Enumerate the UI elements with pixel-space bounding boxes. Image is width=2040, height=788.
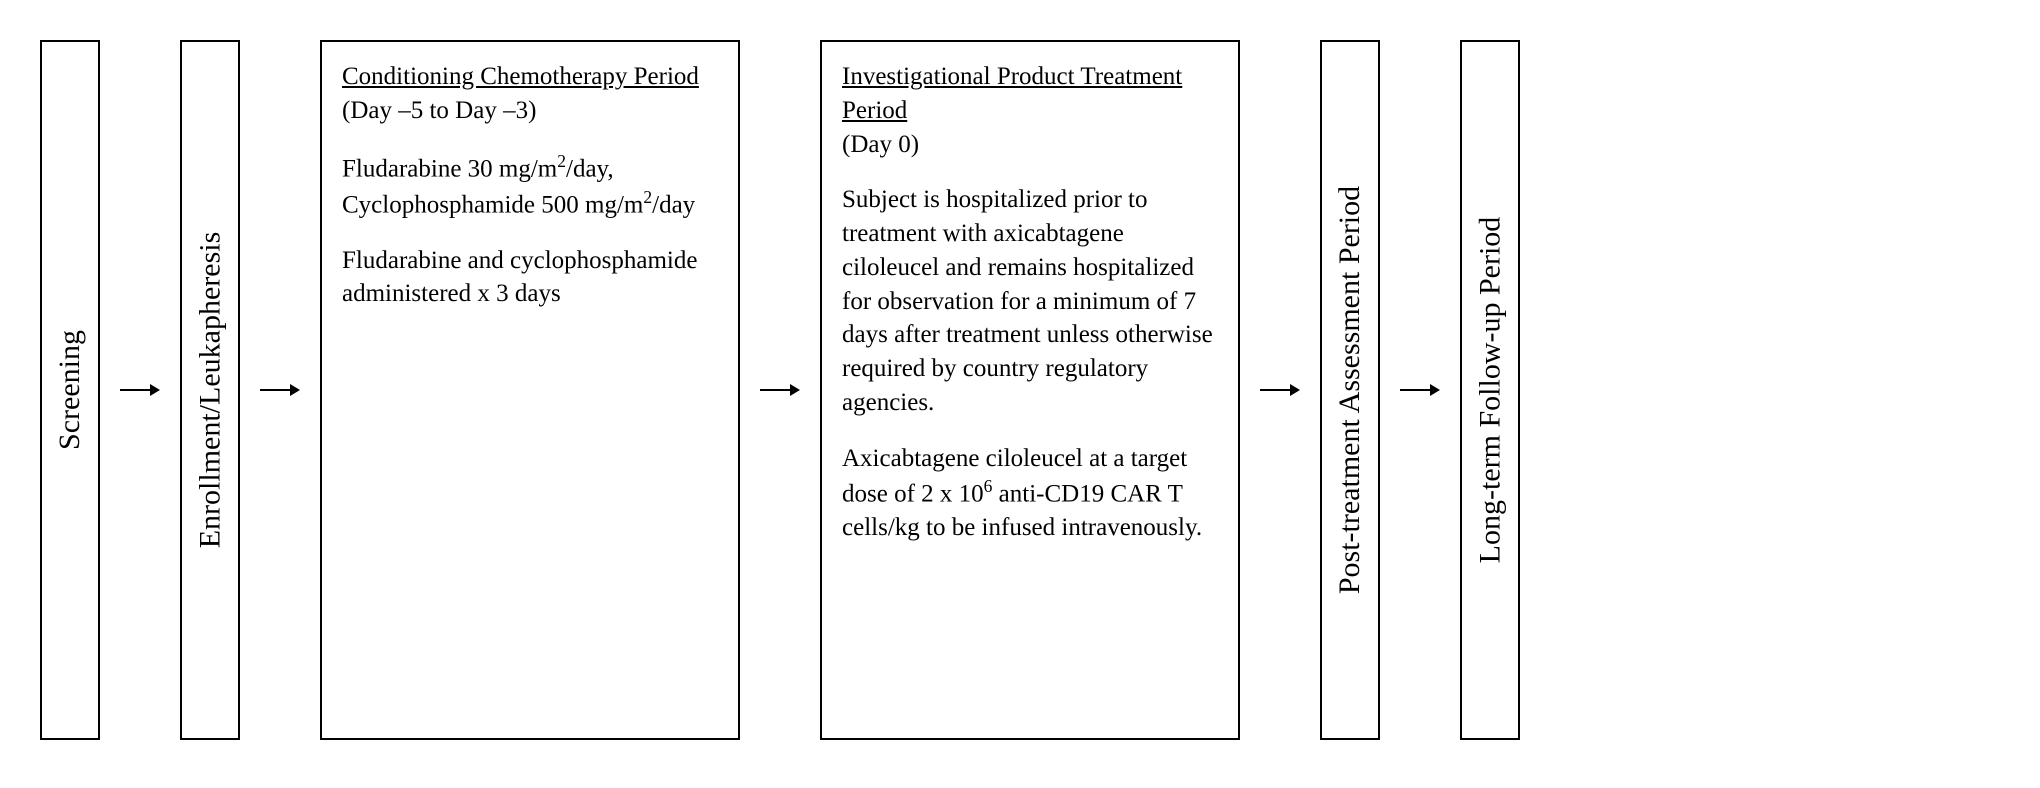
arrow-icon bbox=[1400, 380, 1440, 400]
node-screening-label: Screening bbox=[53, 330, 87, 450]
investigational-para2: Axicabtagene ciloleucel at a target dose… bbox=[842, 442, 1218, 546]
node-enrollment-label: Enrollment/Leukapheresis bbox=[193, 232, 227, 549]
arrow-icon bbox=[760, 380, 800, 400]
arrow-icon bbox=[1260, 380, 1300, 400]
conditioning-subtitle: (Day –5 to Day –3) bbox=[342, 97, 536, 124]
arrow-icon bbox=[120, 380, 160, 400]
investigational-para1: Subject is hospitalized prior to treatme… bbox=[842, 183, 1218, 419]
node-screening: Screening bbox=[40, 40, 100, 740]
node-investigational: Investigational Product Treatment Period… bbox=[820, 40, 1240, 740]
conditioning-para2: Fludarabine and cyclophosphamide adminis… bbox=[342, 244, 718, 312]
conditioning-title: Conditioning Chemotherapy Period bbox=[342, 60, 718, 94]
flowchart: Screening Enrollment/Leukapheresis Condi… bbox=[40, 40, 2000, 740]
node-longterm-label: Long-term Follow-up Period bbox=[1473, 217, 1507, 564]
node-posttx-label: Post-treatment Assessment Period bbox=[1333, 186, 1367, 594]
investigational-subtitle: (Day 0) bbox=[842, 131, 919, 158]
node-enrollment: Enrollment/Leukapheresis bbox=[180, 40, 240, 740]
node-posttx: Post-treatment Assessment Period bbox=[1320, 40, 1380, 740]
conditioning-para1: Fludarabine 30 mg/m2/day, Cyclophosphami… bbox=[342, 150, 718, 222]
investigational-title: Investigational Product Treatment Period bbox=[842, 60, 1218, 128]
node-conditioning: Conditioning Chemotherapy Period (Day –5… bbox=[320, 40, 740, 740]
node-longterm: Long-term Follow-up Period bbox=[1460, 40, 1520, 740]
arrow-icon bbox=[260, 380, 300, 400]
